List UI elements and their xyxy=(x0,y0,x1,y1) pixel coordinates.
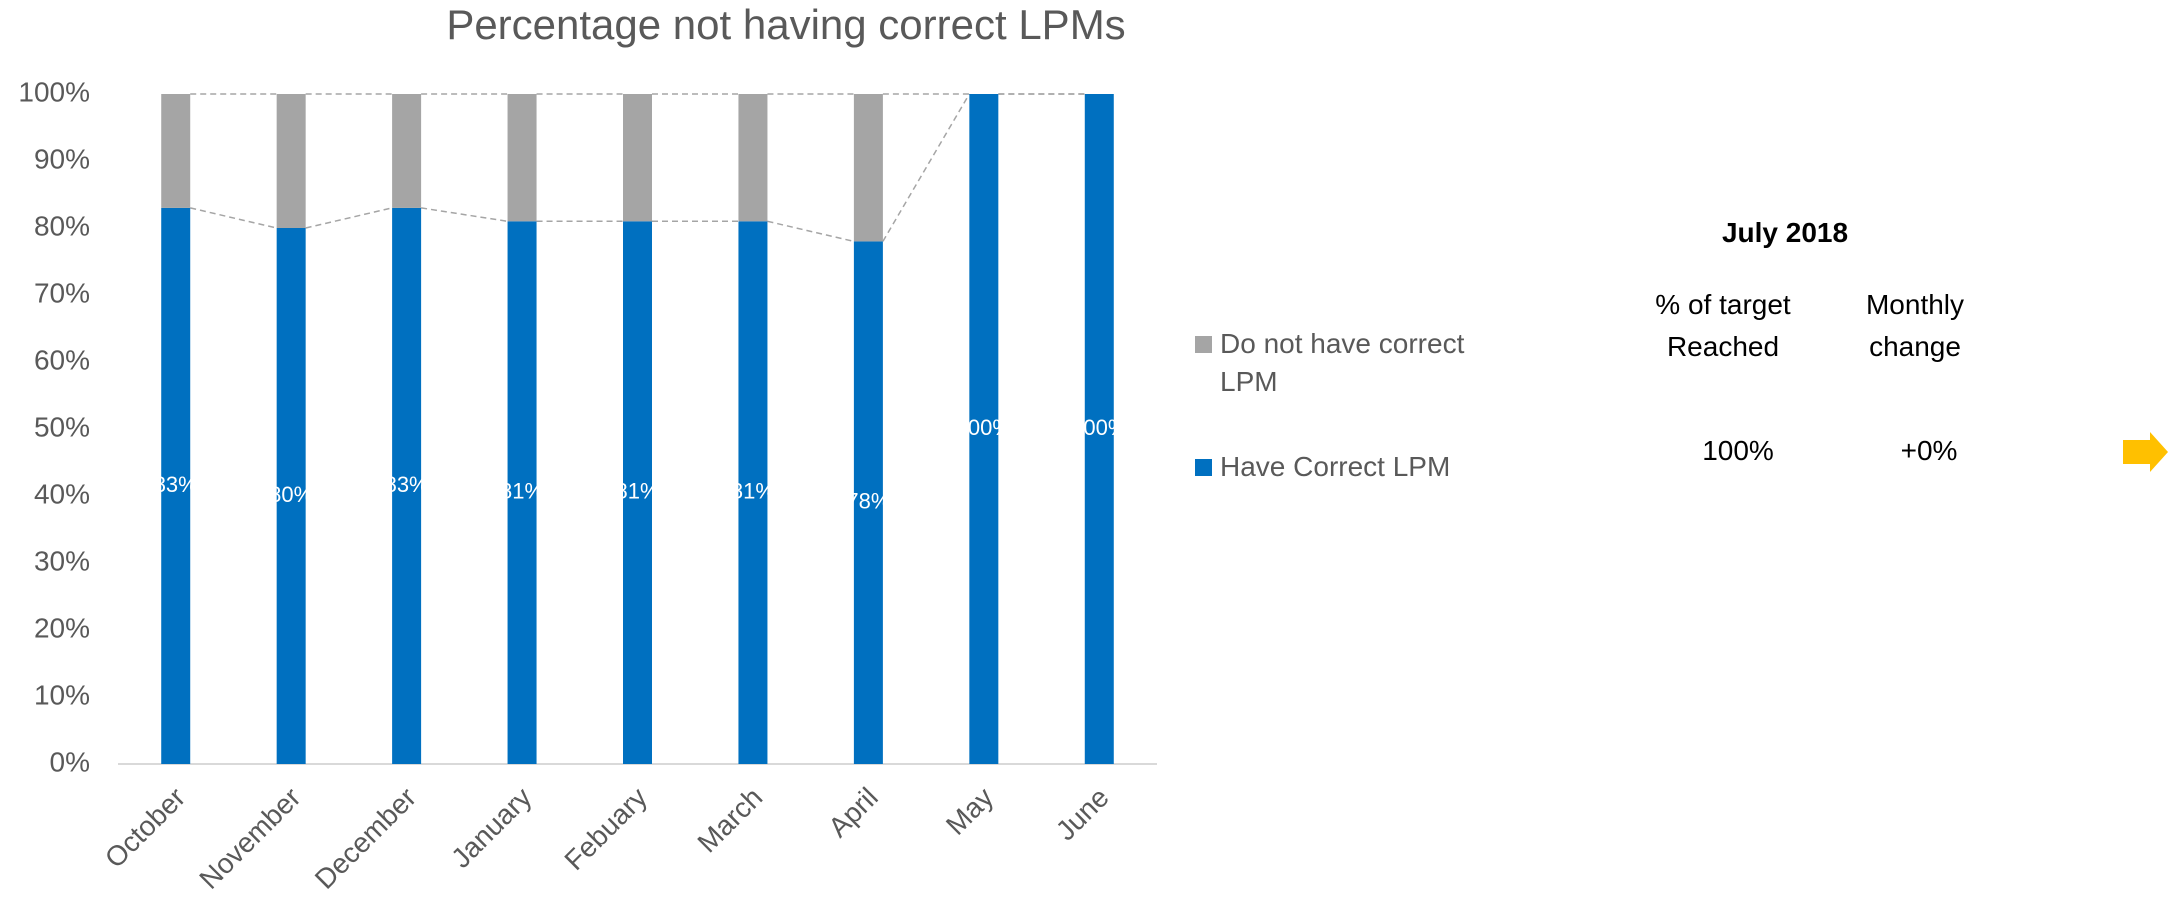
column-header: % of target xyxy=(1655,289,1791,320)
x-tick-label: April xyxy=(822,782,884,844)
y-tick-label: 0% xyxy=(50,746,90,777)
bar-segment xyxy=(853,94,883,242)
data-label: 81% xyxy=(500,478,544,503)
x-tick-label: December xyxy=(309,782,422,895)
data-label: 81% xyxy=(615,478,659,503)
y-tick-label: 20% xyxy=(34,612,90,643)
bar-segment xyxy=(738,94,768,222)
x-tick-label: November xyxy=(193,782,306,895)
column-header: change xyxy=(1869,331,1961,362)
series-line xyxy=(305,207,393,229)
summary-value: 100% xyxy=(1702,435,1774,466)
bar-segment xyxy=(392,94,422,208)
legend-label: Do not have correct LPM xyxy=(1220,328,1465,397)
bar-segment xyxy=(623,94,652,222)
legend-label: Have Correct LPM xyxy=(1220,451,1451,482)
bar-segment xyxy=(969,94,999,764)
series-line xyxy=(190,207,277,229)
legend-swatch xyxy=(1195,459,1212,476)
legend-swatch xyxy=(1195,336,1212,353)
x-tick-label: June xyxy=(1050,782,1115,847)
bar-segment xyxy=(1084,94,1114,764)
x-tick-label: October xyxy=(99,782,191,874)
y-tick-label: 10% xyxy=(34,679,90,710)
legend-item: Do not have correct LPM xyxy=(1195,325,1495,401)
legend-item: Have Correct LPM xyxy=(1195,448,1495,486)
x-tick-label: March xyxy=(691,782,768,859)
data-label: 100% xyxy=(1071,415,1127,440)
y-tick-label: 100% xyxy=(18,76,90,107)
y-tick-label: 70% xyxy=(34,277,90,308)
series-line xyxy=(420,207,508,223)
bar-segment xyxy=(507,221,537,765)
data-label: 78% xyxy=(846,489,890,514)
arrow-icon xyxy=(2123,432,2168,472)
series-line xyxy=(882,93,970,242)
bar-segment xyxy=(276,94,306,228)
data-label: 83% xyxy=(385,472,429,497)
y-tick-label: 80% xyxy=(34,210,90,241)
bar-segment xyxy=(276,228,306,764)
y-tick-label: 40% xyxy=(34,478,90,509)
column-header: Reached xyxy=(1666,331,1780,362)
y-tick-label: 30% xyxy=(34,545,90,576)
bar-segment xyxy=(623,221,652,765)
bar-segment xyxy=(161,207,191,764)
y-tick-label: 50% xyxy=(34,411,90,442)
summary-value: +0% xyxy=(1900,435,1958,466)
data-label: 81% xyxy=(731,478,775,503)
bar-segment xyxy=(738,221,768,765)
x-tick-label: May xyxy=(940,782,999,841)
chart-title: Percentage not having correct LPMs xyxy=(446,1,1125,48)
bar-segment xyxy=(507,94,537,222)
y-tick-label: 90% xyxy=(34,143,90,174)
bar-segment xyxy=(161,94,191,208)
bar-segment xyxy=(392,207,422,764)
bar-segment xyxy=(853,241,883,764)
y-tick-label: 60% xyxy=(34,344,90,375)
x-tick-label: January xyxy=(445,782,537,874)
data-label: 100% xyxy=(956,415,1012,440)
x-tick-label: Febuary xyxy=(558,782,653,877)
summary-title: July 2018 xyxy=(1721,217,1849,248)
series-line xyxy=(767,220,855,243)
data-label: 83% xyxy=(154,472,198,497)
data-label: 80% xyxy=(269,482,313,507)
column-header: Monthly xyxy=(1865,289,1965,320)
